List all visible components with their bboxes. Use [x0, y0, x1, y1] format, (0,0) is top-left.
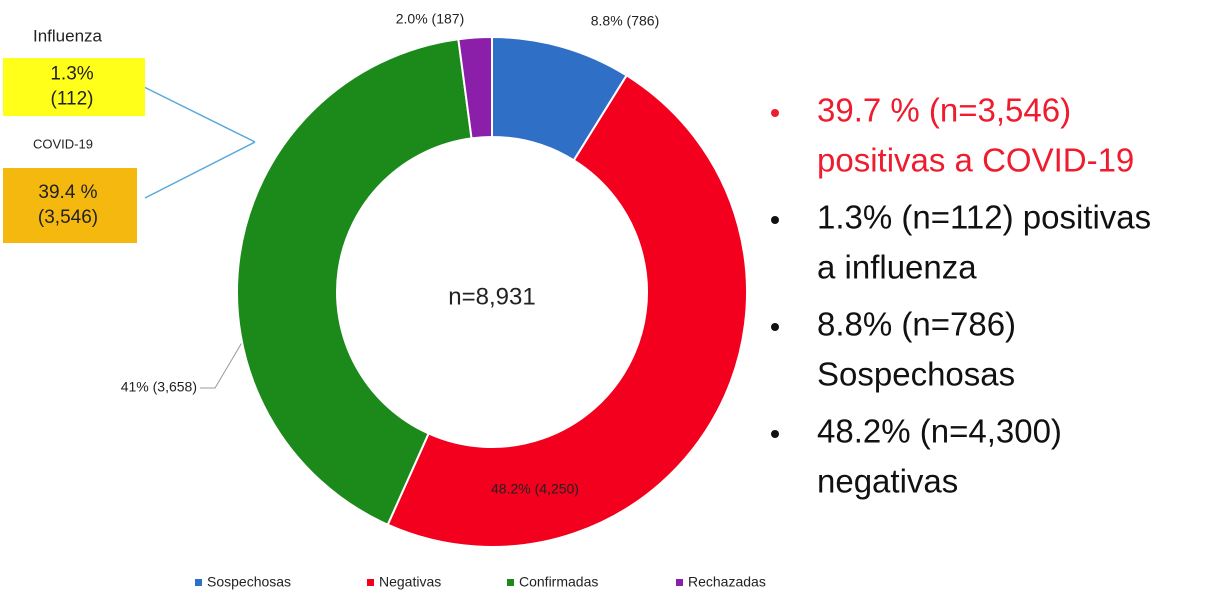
legend-label: Rechazadas [688, 574, 766, 590]
leader-line [139, 84, 256, 143]
legend-swatch [195, 579, 202, 586]
bullet-text: 1.3% (n=112) positivas [817, 199, 1151, 236]
legend-swatch [507, 579, 514, 586]
bullet-text: positivas a COVID-19 [817, 142, 1134, 179]
legend-label: Negativas [379, 574, 441, 590]
annotation-box [3, 58, 145, 116]
annotation-text: (112) [51, 89, 94, 110]
annotation-text: (3,546) [38, 207, 98, 228]
annotation-text: 1.3% [50, 64, 93, 85]
bullet-text: 39.7 % (n=3,546) [817, 92, 1071, 129]
bullet-dot [771, 216, 779, 224]
data-label: 2.0% (187) [396, 11, 464, 27]
bullet-text: 48.2% (n=4,300) [817, 413, 1062, 450]
leader-line [144, 141, 256, 199]
bullet-dot [771, 323, 779, 331]
annotation-text: 39.4 % [38, 182, 97, 203]
center-label: n=8,931 [448, 283, 535, 310]
bullet-text: a influenza [817, 249, 977, 286]
legend-swatch [367, 579, 374, 586]
bullet-text: 8.8% (n=786) [817, 306, 1016, 343]
legend-label: Confirmadas [519, 574, 598, 590]
data-label: 48.2% (4,250) [491, 481, 579, 497]
data-label: 41% (3,658) [121, 379, 197, 395]
annotation-title: COVID-19 [33, 136, 93, 151]
data-label: 8.8% (786) [591, 13, 659, 29]
bullet-dot [771, 109, 779, 117]
slice [236, 38, 473, 527]
slice [457, 35, 493, 140]
legend-label: Sospechosas [207, 574, 291, 590]
annotation-title: Influenza [33, 26, 103, 45]
bullet-text: Sospechosas [817, 356, 1015, 393]
bullet-text: negativas [817, 463, 958, 500]
slice [386, 74, 748, 548]
legend-swatch [676, 579, 683, 586]
bullet-dot [771, 430, 779, 438]
annotation-box [3, 168, 137, 243]
